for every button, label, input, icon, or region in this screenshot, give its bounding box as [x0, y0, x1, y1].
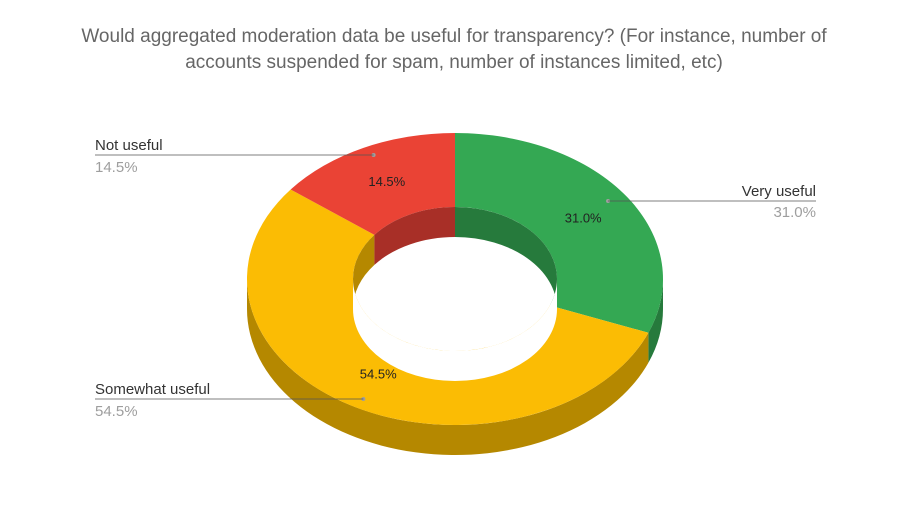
slice-value-label-somewhat-useful: 54.5% — [360, 367, 397, 382]
callout-percent-somewhat-useful: 54.5% — [95, 403, 138, 420]
outer-wall-very-useful — [648, 279, 663, 363]
slice-value-label-very-useful: 31.0% — [565, 211, 602, 226]
callout-name-very-useful: Very useful — [742, 183, 816, 200]
outer-wall-somewhat-useful — [247, 279, 649, 455]
inner-wall-very-useful — [455, 207, 557, 309]
callout-percent-very-useful: 31.0% — [773, 204, 816, 221]
donut-hole — [353, 279, 557, 381]
chart-title-line-1: Would aggregated moderation data be usef… — [81, 26, 827, 47]
callout-name-not-useful: Not useful — [95, 137, 163, 154]
chart-title: Would aggregated moderation data be usef… — [0, 24, 908, 76]
slice-very-useful — [455, 133, 663, 333]
slice-not-useful — [290, 133, 455, 235]
slice-value-label-not-useful: 14.5% — [368, 174, 405, 189]
inner-wall-somewhat-useful — [353, 234, 375, 309]
slice-somewhat-useful — [246, 189, 649, 426]
callout-percent-not-useful: 14.5% — [95, 159, 138, 176]
inner-wall-not-useful — [374, 207, 455, 265]
callout-name-somewhat-useful: Somewhat useful — [95, 381, 210, 398]
chart-title-line-2: accounts suspended for spam, number of i… — [185, 52, 723, 73]
